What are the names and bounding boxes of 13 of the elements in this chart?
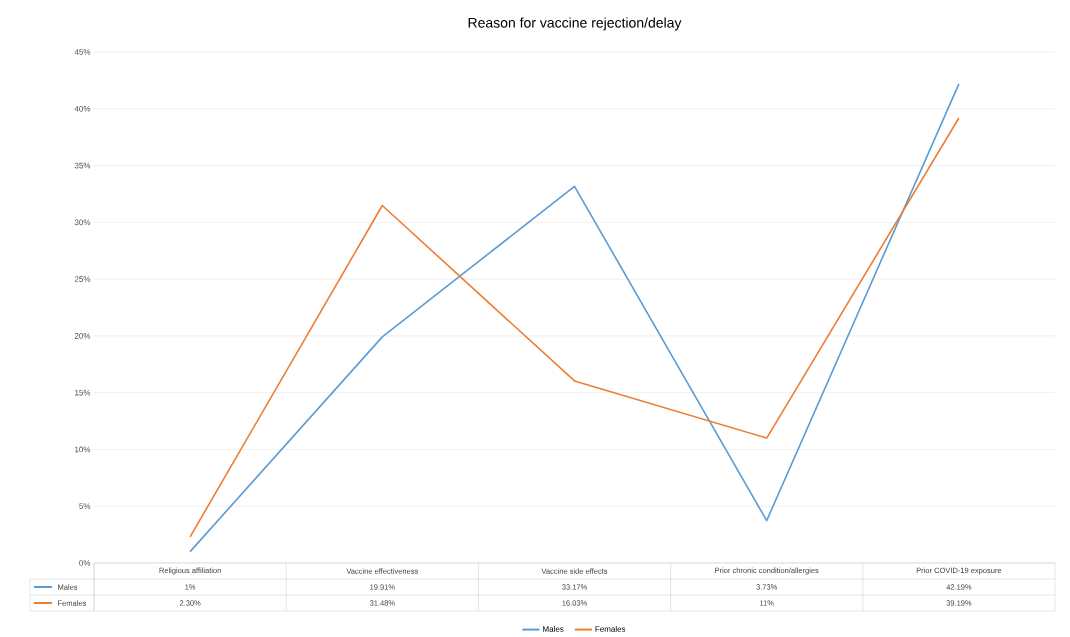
y-tick-label: 15% (75, 389, 91, 396)
y-tick-label: 20% (74, 332, 91, 339)
y-tick-label: 25% (74, 276, 91, 282)
y-tick-label: 0% (79, 560, 91, 566)
y-tick-label: 10% (75, 446, 91, 453)
y-tick-label: 5% (79, 503, 91, 509)
legend-label: Males (543, 625, 564, 632)
y-tick-label: 45% (74, 49, 91, 55)
y-tick-label: 35% (74, 162, 91, 169)
y-tick-label: 40% (74, 105, 91, 112)
y-tick-label: 30% (74, 219, 91, 226)
chart-title: Reason for vaccine rejection/delay (468, 17, 682, 31)
legend-label: Females (595, 625, 626, 632)
